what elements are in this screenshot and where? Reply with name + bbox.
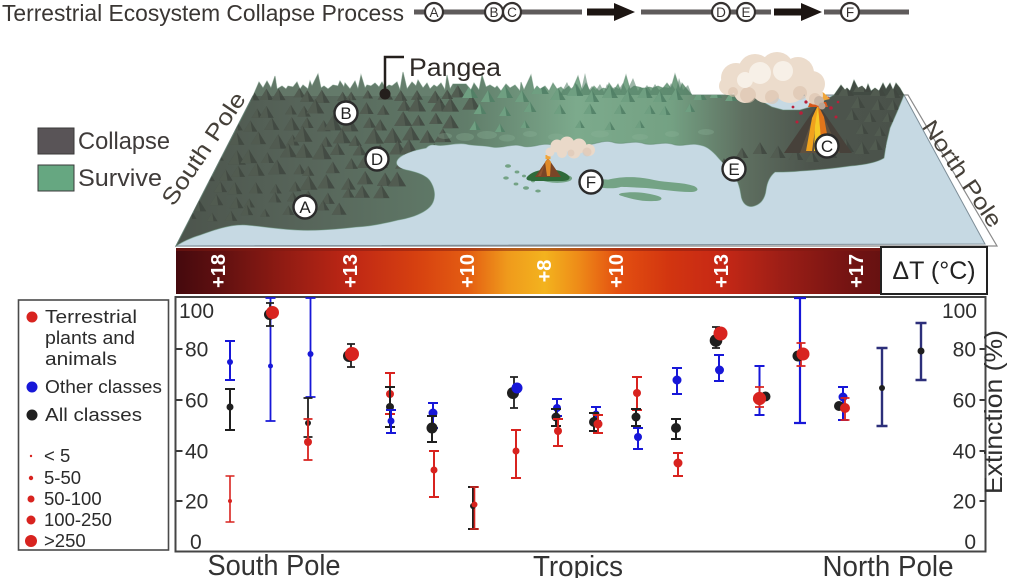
svg-text:< 5: < 5 xyxy=(44,445,70,466)
svg-text:Other classes: Other classes xyxy=(45,376,162,397)
svg-text:100-250: 100-250 xyxy=(44,509,112,530)
svg-text:C: C xyxy=(821,137,833,156)
svg-text:60: 60 xyxy=(953,390,976,413)
svg-text:South Pole: South Pole xyxy=(208,550,341,578)
svg-text:D: D xyxy=(716,5,726,20)
svg-text:Pangea: Pangea xyxy=(409,54,501,82)
svg-text:A: A xyxy=(429,5,438,20)
svg-text:B: B xyxy=(340,104,351,123)
svg-text:0: 0 xyxy=(964,531,976,554)
svg-text:F: F xyxy=(846,5,854,20)
svg-text:+10: +10 xyxy=(606,254,628,288)
svg-text:+17: +17 xyxy=(846,254,868,288)
svg-text:ΔT (°C): ΔT (°C) xyxy=(892,257,975,285)
svg-text:5-50: 5-50 xyxy=(44,467,81,488)
svg-text:+18: +18 xyxy=(208,254,230,288)
svg-text:20: 20 xyxy=(953,491,976,514)
svg-text:E: E xyxy=(728,160,739,179)
svg-text:F: F xyxy=(586,173,596,192)
svg-text:0: 0 xyxy=(190,531,202,554)
svg-text:50-100: 50-100 xyxy=(44,488,102,509)
svg-text:C: C xyxy=(507,5,517,20)
svg-text:North Pole: North Pole xyxy=(823,551,954,578)
svg-text:100: 100 xyxy=(179,300,214,323)
svg-text:E: E xyxy=(741,5,750,20)
svg-text:80: 80 xyxy=(953,339,976,362)
svg-text:Terrestrial Ecosystem Collapse: Terrestrial Ecosystem Collapse Process xyxy=(2,0,404,26)
svg-text:+10: +10 xyxy=(457,254,479,288)
svg-text:60: 60 xyxy=(185,390,208,413)
svg-text:Extinction (%): Extinction (%) xyxy=(980,330,1008,494)
svg-text:Tropics: Tropics xyxy=(533,551,623,578)
svg-text:Survive: Survive xyxy=(78,165,162,192)
svg-text:40: 40 xyxy=(185,441,208,464)
svg-text:+8: +8 xyxy=(534,260,556,283)
svg-text:Terrestrial: Terrestrial xyxy=(45,306,137,327)
svg-text:All classes: All classes xyxy=(45,404,142,425)
svg-text:D: D xyxy=(371,150,383,169)
svg-text:plants and: plants and xyxy=(45,327,135,348)
svg-text:+13: +13 xyxy=(711,254,733,288)
svg-text:Collapse: Collapse xyxy=(78,128,170,155)
svg-text:20: 20 xyxy=(185,491,208,514)
svg-text:A: A xyxy=(299,198,311,217)
svg-text:>250: >250 xyxy=(44,530,86,551)
svg-text:animals: animals xyxy=(45,348,117,369)
svg-text:100: 100 xyxy=(942,300,977,323)
svg-text:+13: +13 xyxy=(340,254,362,288)
svg-text:80: 80 xyxy=(185,339,208,362)
svg-text:40: 40 xyxy=(953,441,976,464)
svg-text:B: B xyxy=(489,5,498,20)
